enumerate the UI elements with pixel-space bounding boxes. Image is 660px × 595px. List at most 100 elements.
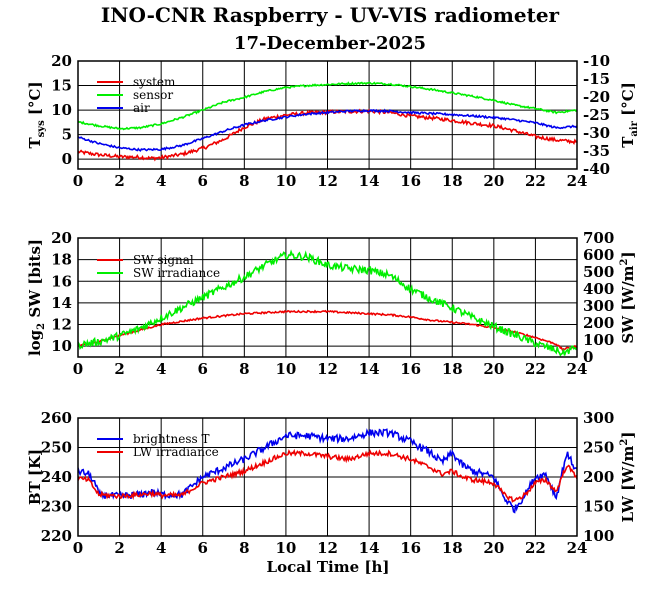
- legend-label: SW signal: [133, 253, 194, 267]
- temperature-panel: 0 2 4 6 8 10 12 14 16 18 20 22 2405101520-40-35-30-2…: [26, 52, 640, 190]
- y2-tick-label: -35: [583, 142, 610, 160]
- y-tick-label: 230: [41, 498, 72, 516]
- legend: brightness TLW irradiance: [97, 432, 219, 459]
- x-tick-label: 2: [114, 539, 124, 557]
- x-tick-label: 6: [198, 360, 208, 378]
- x-tick-label: 8: [239, 360, 249, 378]
- series-group: [78, 81, 577, 162]
- y-axis-title: Tsys [°C]: [26, 81, 47, 148]
- x-tick-label: 0: [73, 172, 83, 190]
- legend-label: brightness T: [133, 432, 209, 446]
- y-tick-label: 250: [41, 439, 72, 457]
- x-tick-label: 10: [275, 360, 296, 378]
- series-group: [78, 249, 577, 357]
- x-tick-label: 4: [156, 172, 166, 190]
- y-tick-label: 260: [41, 409, 72, 427]
- y-tick-label: 20: [51, 229, 72, 247]
- plot-frame: [77, 417, 578, 537]
- x-tick-label: 22: [525, 360, 546, 378]
- y2-tick-label: 700: [583, 229, 614, 247]
- y2-tick-label: 300: [583, 297, 614, 315]
- y2-tick-label: 0: [583, 348, 593, 366]
- series-line-sw-irradiance: [78, 249, 577, 357]
- y2-tick-label: 150: [583, 498, 614, 516]
- x-tick-label: 18: [442, 360, 463, 378]
- x-tick-label: 22: [525, 539, 546, 557]
- legend-label: system: [133, 75, 176, 89]
- y-axis-title: log2 SW [bits]: [26, 239, 47, 356]
- x-tick-label: 14: [359, 539, 380, 557]
- x-tick-label: 16: [400, 172, 421, 190]
- y2-tick-label: -40: [583, 160, 610, 178]
- y-tick-label: 10: [51, 337, 72, 355]
- y2-tick-label: 500: [583, 263, 614, 281]
- y-tick-label: 12: [51, 316, 72, 334]
- series-line-brightness-t: [78, 428, 577, 514]
- x-tick-label: 2: [114, 360, 124, 378]
- y2-axis-title: SW [W/m2]: [619, 251, 637, 343]
- y2-tick-label: 300: [583, 409, 614, 427]
- legend-label: LW irradiance: [133, 445, 219, 459]
- y2-tick-label: -30: [583, 124, 610, 142]
- y2-tick-label: -25: [583, 106, 610, 124]
- y2-tick-label: 250: [583, 439, 614, 457]
- x-tick-label: 6: [198, 172, 208, 190]
- x-tick-label: 6: [198, 539, 208, 557]
- x-tick-label: 24: [567, 172, 588, 190]
- x-tick-label: 4: [156, 539, 166, 557]
- y2-axis-title: LW [W/m2]: [619, 432, 637, 523]
- y-tick-label: 16: [51, 272, 72, 290]
- figure-title: INO-CNR Raspberry - UV-VIS radiometer: [101, 3, 560, 27]
- longwave-panel: 0 2 4 6 8 10 12 14 16 18 20 22 242202302402502601001…: [26, 409, 637, 557]
- x-tick-label: 8: [239, 539, 249, 557]
- figure-date: 17-December-2025: [234, 33, 426, 54]
- y-tick-label: 0: [62, 150, 72, 168]
- plot-frame: [77, 237, 578, 358]
- y-tick-label: 15: [51, 77, 72, 95]
- y2-tick-label: 100: [583, 527, 614, 545]
- x-tick-label: 0: [73, 360, 83, 378]
- x-tick-label: 20: [483, 172, 504, 190]
- y2-tick-label: 600: [583, 246, 614, 264]
- x-tick-label: 20: [483, 539, 504, 557]
- series-line-sensor: [78, 81, 577, 131]
- x-tick-label: 18: [442, 539, 463, 557]
- x-tick-label: 2: [114, 172, 124, 190]
- series-line-air: [78, 108, 577, 152]
- x-tick-label: 14: [359, 172, 380, 190]
- legend-label: sensor: [133, 88, 173, 102]
- y2-tick-label: -20: [583, 88, 610, 106]
- shortwave-panel: 0 2 4 6 8 10 12 14 16 18 20 22 241012141618200100200…: [26, 229, 637, 378]
- series-line-lw-irradiance: [78, 448, 577, 503]
- y2-axis-title: Tair [°C]: [619, 82, 640, 148]
- x-tick-label: 22: [525, 172, 546, 190]
- y-tick-label: 18: [51, 251, 72, 269]
- y-axis-title: BT [K]: [26, 449, 44, 505]
- y-tick-label: 5: [62, 126, 72, 144]
- x-tick-label: 8: [239, 172, 249, 190]
- x-tick-label: 24: [567, 360, 588, 378]
- x-tick-label: 18: [442, 172, 463, 190]
- y2-tick-label: -15: [583, 70, 610, 88]
- legend-label: air: [133, 101, 150, 115]
- y-tick-label: 240: [41, 468, 72, 486]
- x-tick-label: 0: [73, 539, 83, 557]
- y-tick-label: 14: [51, 294, 72, 312]
- x-tick-label: 14: [359, 360, 380, 378]
- y-tick-label: 20: [51, 52, 72, 70]
- plot-frame: [77, 60, 578, 170]
- x-tick-label: 20: [483, 360, 504, 378]
- y2-tick-label: 200: [583, 468, 614, 486]
- x-tick-label: 16: [400, 360, 421, 378]
- y2-tick-label: -10: [583, 52, 610, 70]
- x-tick-label: 4: [156, 360, 166, 378]
- x-tick-label: 24: [567, 539, 588, 557]
- y2-tick-label: 100: [583, 331, 614, 349]
- y2-tick-label: 200: [583, 314, 614, 332]
- x-tick-label: 12: [317, 539, 338, 557]
- x-tick-label: 16: [400, 539, 421, 557]
- legend-label: SW irradiance: [133, 266, 220, 280]
